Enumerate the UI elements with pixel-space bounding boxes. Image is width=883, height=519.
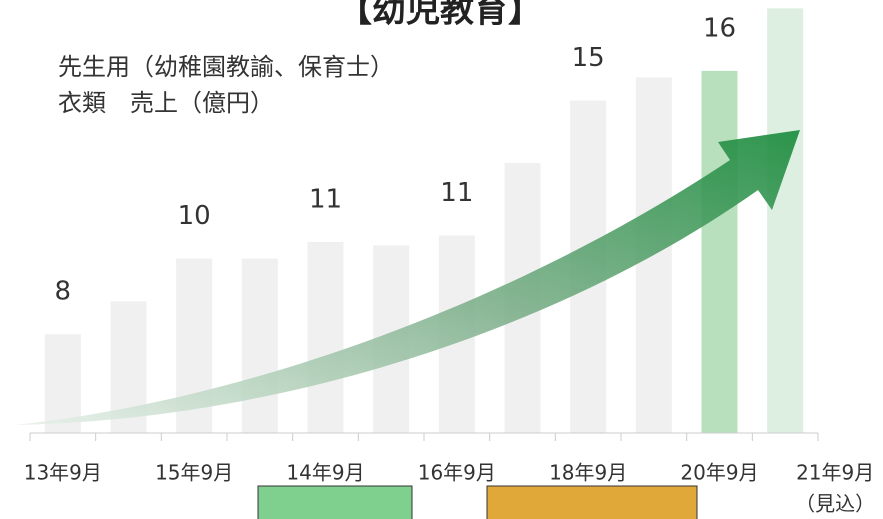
value-label: 11 bbox=[309, 185, 342, 215]
x-tick-label: 18年9月 bbox=[549, 461, 627, 485]
bar bbox=[242, 259, 278, 433]
value-label: 15 bbox=[572, 43, 605, 73]
x-tick-label: 21年9月 bbox=[796, 461, 874, 485]
x-tick-label: 16年9月 bbox=[418, 461, 496, 485]
axis-ticks bbox=[30, 433, 818, 441]
bar bbox=[702, 71, 738, 433]
product-image bbox=[258, 486, 412, 519]
x-tick-note: （見込） bbox=[795, 492, 875, 516]
x-tick-label: 14年9月 bbox=[286, 461, 364, 485]
value-label: 11 bbox=[440, 178, 473, 208]
value-label: 16 bbox=[703, 13, 736, 43]
value-label: 10 bbox=[178, 201, 211, 231]
x-tick-label: 13年9月 bbox=[24, 461, 102, 485]
value-label: 8 bbox=[55, 277, 72, 307]
x-tick-label: 20年9月 bbox=[680, 461, 758, 485]
x-tick-label: 15年9月 bbox=[155, 461, 233, 485]
product-image bbox=[487, 486, 697, 519]
chart-title: 【幼児教育】 bbox=[338, 0, 542, 31]
bar bbox=[767, 8, 803, 433]
subtitle: 衣類 売上（億円） bbox=[58, 89, 274, 117]
bar bbox=[308, 242, 344, 433]
subtitle: 先生用（幼稚園教諭、保育士） bbox=[58, 53, 394, 81]
chart: 【幼児教育】 先生用（幼稚園教諭、保育士） 衣類 売上（億円） 8 13年9月 10… bbox=[0, 0, 883, 519]
